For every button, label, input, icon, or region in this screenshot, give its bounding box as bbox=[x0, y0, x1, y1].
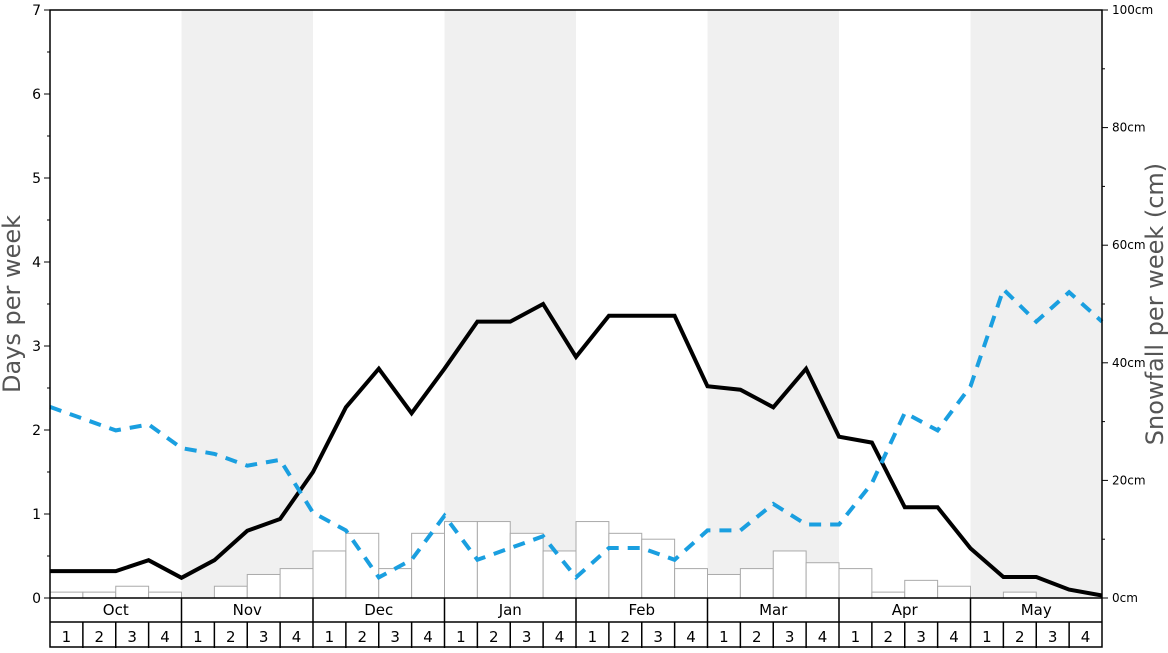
week-label: 1 bbox=[719, 628, 729, 646]
month-label-may: May bbox=[1021, 601, 1052, 619]
right-tick-label: 60cm bbox=[1112, 238, 1146, 252]
month-shading-layer bbox=[181, 10, 1102, 598]
month-shade-mar bbox=[707, 10, 839, 598]
snow-days-bar bbox=[772, 550, 807, 599]
left-axis-title: Days per week bbox=[0, 215, 26, 393]
snow-days-bar bbox=[805, 562, 840, 599]
snow-days-bar bbox=[674, 568, 708, 599]
left-tick-label: 6 bbox=[32, 87, 41, 103]
snow-days-bar bbox=[246, 573, 281, 599]
snow-days-bar bbox=[345, 532, 380, 599]
week-label: 2 bbox=[621, 628, 631, 646]
right-tick-label: 100cm bbox=[1112, 3, 1153, 17]
right-axis-title: Snowfall per week (cm) bbox=[1141, 163, 1168, 445]
week-label: 4 bbox=[1081, 628, 1091, 646]
left-axis: 0 1 2 3 4 5 6 7 bbox=[32, 3, 50, 607]
month-label-feb: Feb bbox=[628, 601, 655, 619]
week-label: 4 bbox=[686, 628, 696, 646]
snow-days-bar bbox=[904, 579, 939, 599]
snowfall-line bbox=[49, 285, 1104, 581]
week-label: 3 bbox=[522, 628, 532, 646]
month-label-apr: Apr bbox=[892, 601, 919, 619]
week-label: 2 bbox=[95, 628, 105, 646]
snow-days-bar bbox=[279, 568, 314, 599]
month-shade-nov bbox=[181, 10, 313, 598]
week-label: 2 bbox=[226, 628, 236, 646]
week-label: 3 bbox=[127, 628, 137, 646]
snow-days-bar bbox=[707, 573, 741, 599]
right-tick-label: 0cm bbox=[1112, 591, 1138, 605]
snow-days-bar bbox=[312, 550, 347, 599]
right-tick-label: 80cm bbox=[1112, 121, 1146, 135]
week-label: 1 bbox=[62, 628, 72, 646]
right-tick-label: 40cm bbox=[1112, 356, 1146, 370]
week-label: 2 bbox=[489, 628, 499, 646]
month-shade-may bbox=[970, 10, 1102, 598]
week-label: 3 bbox=[916, 628, 926, 646]
week-label: 3 bbox=[785, 628, 795, 646]
right-tick-label: 20cm bbox=[1112, 473, 1146, 487]
week-label: 1 bbox=[588, 628, 598, 646]
week-label: 4 bbox=[160, 628, 170, 646]
snow-days-bar bbox=[542, 550, 577, 599]
snow-days-bar bbox=[444, 521, 478, 599]
left-tick-label: 3 bbox=[32, 339, 41, 355]
left-tick-label: 2 bbox=[32, 423, 41, 439]
week-label: 2 bbox=[752, 628, 762, 646]
week-label: 1 bbox=[982, 628, 992, 646]
snow-days-bar bbox=[509, 532, 544, 599]
month-label-nov: Nov bbox=[233, 601, 262, 619]
snow-days-bar bbox=[115, 585, 150, 599]
snow-days-bar bbox=[871, 591, 906, 599]
snow-days-bar bbox=[641, 538, 676, 599]
week-label: 1 bbox=[193, 628, 203, 646]
week-label: 4 bbox=[423, 628, 433, 646]
month-shade-jan bbox=[444, 10, 576, 598]
week-label: 4 bbox=[949, 628, 959, 646]
left-tick-label: 7 bbox=[32, 3, 41, 19]
snow-days-bar bbox=[575, 521, 610, 599]
left-tick-label: 5 bbox=[32, 171, 41, 187]
week-label: 2 bbox=[1015, 628, 1025, 646]
snow-days-bar bbox=[838, 568, 873, 599]
snow-days-bar bbox=[49, 591, 84, 599]
month-label-jan: Jan bbox=[498, 601, 522, 619]
month-label-mar: Mar bbox=[759, 601, 788, 619]
week-label: 1 bbox=[325, 628, 335, 646]
snow-days-bar bbox=[148, 591, 182, 599]
snow-days-bar bbox=[937, 585, 971, 599]
snow-days-bar bbox=[82, 591, 117, 599]
week-label: 3 bbox=[653, 628, 663, 646]
week-label: 1 bbox=[851, 628, 861, 646]
week-label: 4 bbox=[292, 628, 302, 646]
week-label: 2 bbox=[358, 628, 368, 646]
week-label: 3 bbox=[390, 628, 400, 646]
left-tick-label: 4 bbox=[32, 255, 41, 271]
snow-days-bar bbox=[739, 568, 774, 599]
right-axis: 0cm 20cm 40cm 60cm 80cm 100cm bbox=[1102, 3, 1153, 605]
month-label-dec: Dec bbox=[364, 601, 393, 619]
week-label: 4 bbox=[555, 628, 565, 646]
snow-days-line bbox=[50, 301, 1103, 598]
line-series-layer bbox=[49, 285, 1104, 598]
week-label: 1 bbox=[456, 628, 466, 646]
snow-days-bar bbox=[1002, 591, 1037, 599]
left-tick-label: 0 bbox=[32, 591, 41, 607]
snow-days-bar bbox=[213, 585, 248, 599]
week-label: 2 bbox=[884, 628, 894, 646]
month-label-oct: Oct bbox=[103, 601, 129, 619]
left-tick-label: 1 bbox=[32, 507, 41, 523]
week-label: 3 bbox=[259, 628, 269, 646]
x-axis-months-weeks: Oct 1 2 3 4 Nov 1 2 3 4 Dec 1 2 3 4 Jan 1 2 3 4 Feb 1 2 3 4 Mar 1 2… bbox=[62, 598, 1091, 648]
week-label: 3 bbox=[1048, 628, 1058, 646]
week-label: 4 bbox=[818, 628, 828, 646]
snow-days-bar bbox=[411, 532, 445, 599]
snow-days-bar bbox=[608, 532, 643, 599]
